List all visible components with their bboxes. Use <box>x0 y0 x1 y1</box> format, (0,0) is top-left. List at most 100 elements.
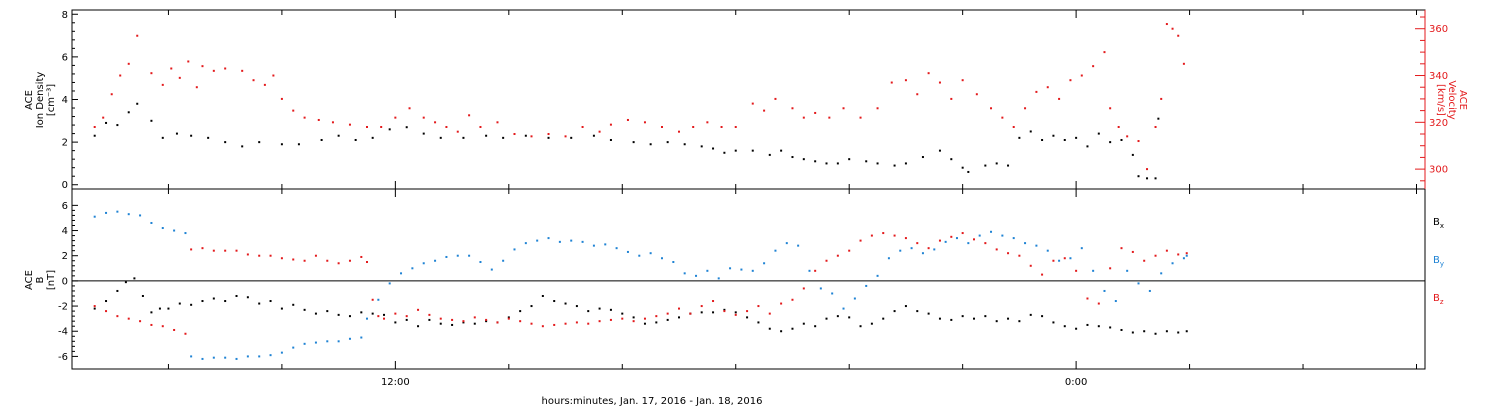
b-bz-point <box>712 300 715 303</box>
top-velocity-point <box>1035 90 1038 93</box>
b-label-line-1: ACE <box>24 270 35 290</box>
top-density-point <box>116 124 119 127</box>
b-bx-point <box>643 322 646 325</box>
b-bx-point <box>995 320 998 323</box>
b-bx-point <box>938 317 941 320</box>
b-by-point <box>831 292 834 295</box>
top-density-point <box>723 151 726 154</box>
b-bz-point <box>1063 257 1066 260</box>
b-by-point <box>490 268 493 271</box>
b-by-point <box>887 257 890 260</box>
b-by-point <box>411 267 414 270</box>
b-by-point <box>853 297 856 300</box>
b-bz-point <box>1041 273 1044 276</box>
b-bx-point <box>632 316 635 319</box>
top-panel-frame <box>71 9 1426 190</box>
top-velocity-point <box>643 121 646 124</box>
top-velocity-point <box>1001 116 1004 119</box>
top-velocity-point <box>422 116 425 119</box>
b-by-point <box>547 237 550 240</box>
b-bx-point <box>927 312 930 315</box>
b-bx-point <box>1165 330 1168 333</box>
b-bx-point <box>394 321 397 324</box>
top-velocity-point <box>110 93 113 96</box>
b-bz-point <box>575 321 578 324</box>
b-by-point <box>570 239 573 242</box>
b-bx-point <box>700 311 703 314</box>
top-velocity-point <box>938 81 941 84</box>
top-density-point <box>422 132 425 135</box>
b-by-point <box>536 239 539 242</box>
b-bz-point <box>904 237 907 240</box>
top-velocity-point <box>1069 79 1072 82</box>
b-by-point <box>1046 249 1049 252</box>
b-bx-point <box>757 321 760 324</box>
b-bz-point <box>768 312 771 315</box>
b-bx-point <box>439 322 442 325</box>
top-density-point <box>439 136 442 139</box>
top-density-point <box>1086 145 1089 148</box>
top-velocity-point <box>1109 107 1112 110</box>
b-label-line-2: B <box>35 276 46 283</box>
b-bx-point <box>950 318 953 321</box>
top-density-point <box>190 134 193 137</box>
b-by-point <box>314 341 317 344</box>
b-bz-point <box>383 317 386 320</box>
b-by-point <box>280 351 283 354</box>
top-density-point <box>904 162 907 165</box>
top-density-point <box>462 136 465 139</box>
top-density-point <box>136 102 139 105</box>
top-velocity-point <box>904 79 907 82</box>
b-bz-point <box>553 323 556 326</box>
b-by-point <box>502 259 505 262</box>
b-bx-point <box>530 305 533 308</box>
b-bz-point <box>507 317 510 320</box>
b-by-point <box>921 252 924 255</box>
top-panel-data <box>93 23 1185 180</box>
velocity-label-line-1: ACE <box>1457 90 1468 110</box>
bottom-panel-frame <box>71 188 1426 370</box>
top-velocity-point <box>859 116 862 119</box>
top-velocity-point <box>678 130 681 133</box>
b-by-point <box>763 262 766 265</box>
b-by-point <box>785 242 788 245</box>
b-bz-point <box>377 315 380 318</box>
b-bx-point <box>1154 332 1157 335</box>
b-bx-point <box>859 325 862 328</box>
top-velocity-point <box>814 111 817 114</box>
b-bx-point <box>303 308 306 311</box>
top-density-point <box>161 136 164 139</box>
b-bx-point <box>678 316 681 319</box>
b-bx-point <box>428 318 431 321</box>
b-bz-point <box>1177 253 1180 256</box>
top-velocity-point <box>1046 86 1049 89</box>
b-bz-point <box>995 248 998 251</box>
top-velocity-point <box>380 125 383 128</box>
top-velocity-point <box>1058 97 1061 100</box>
b-by-point <box>1185 254 1188 257</box>
b-bz-point <box>337 262 340 265</box>
top-density-point <box>1131 153 1134 156</box>
b-bz-point <box>950 235 953 238</box>
b-bx-point <box>666 318 669 321</box>
b-bx-point <box>1063 325 1066 328</box>
b-by-point <box>150 221 153 224</box>
b-bz-point <box>365 261 368 264</box>
density-tick-label: 4 <box>62 95 68 106</box>
b-by-point <box>944 240 947 243</box>
b-bz-point <box>632 320 635 323</box>
b-bz-point <box>802 287 805 290</box>
b-bz-point <box>927 247 930 250</box>
b-bz-point <box>161 325 164 328</box>
x-tick-label: 12:00 <box>381 377 410 388</box>
b-by-point <box>660 257 663 260</box>
b-bx-point <box>541 294 544 297</box>
b-bx-point <box>326 310 329 313</box>
velocity-tick-label: 320 <box>1429 118 1448 129</box>
b-bz-point <box>1018 254 1021 257</box>
b-bz-point <box>485 318 488 321</box>
b-by-point <box>127 213 130 216</box>
b-by-point <box>592 244 595 247</box>
b-bz-point <box>280 257 283 260</box>
top-velocity-point <box>581 125 584 128</box>
